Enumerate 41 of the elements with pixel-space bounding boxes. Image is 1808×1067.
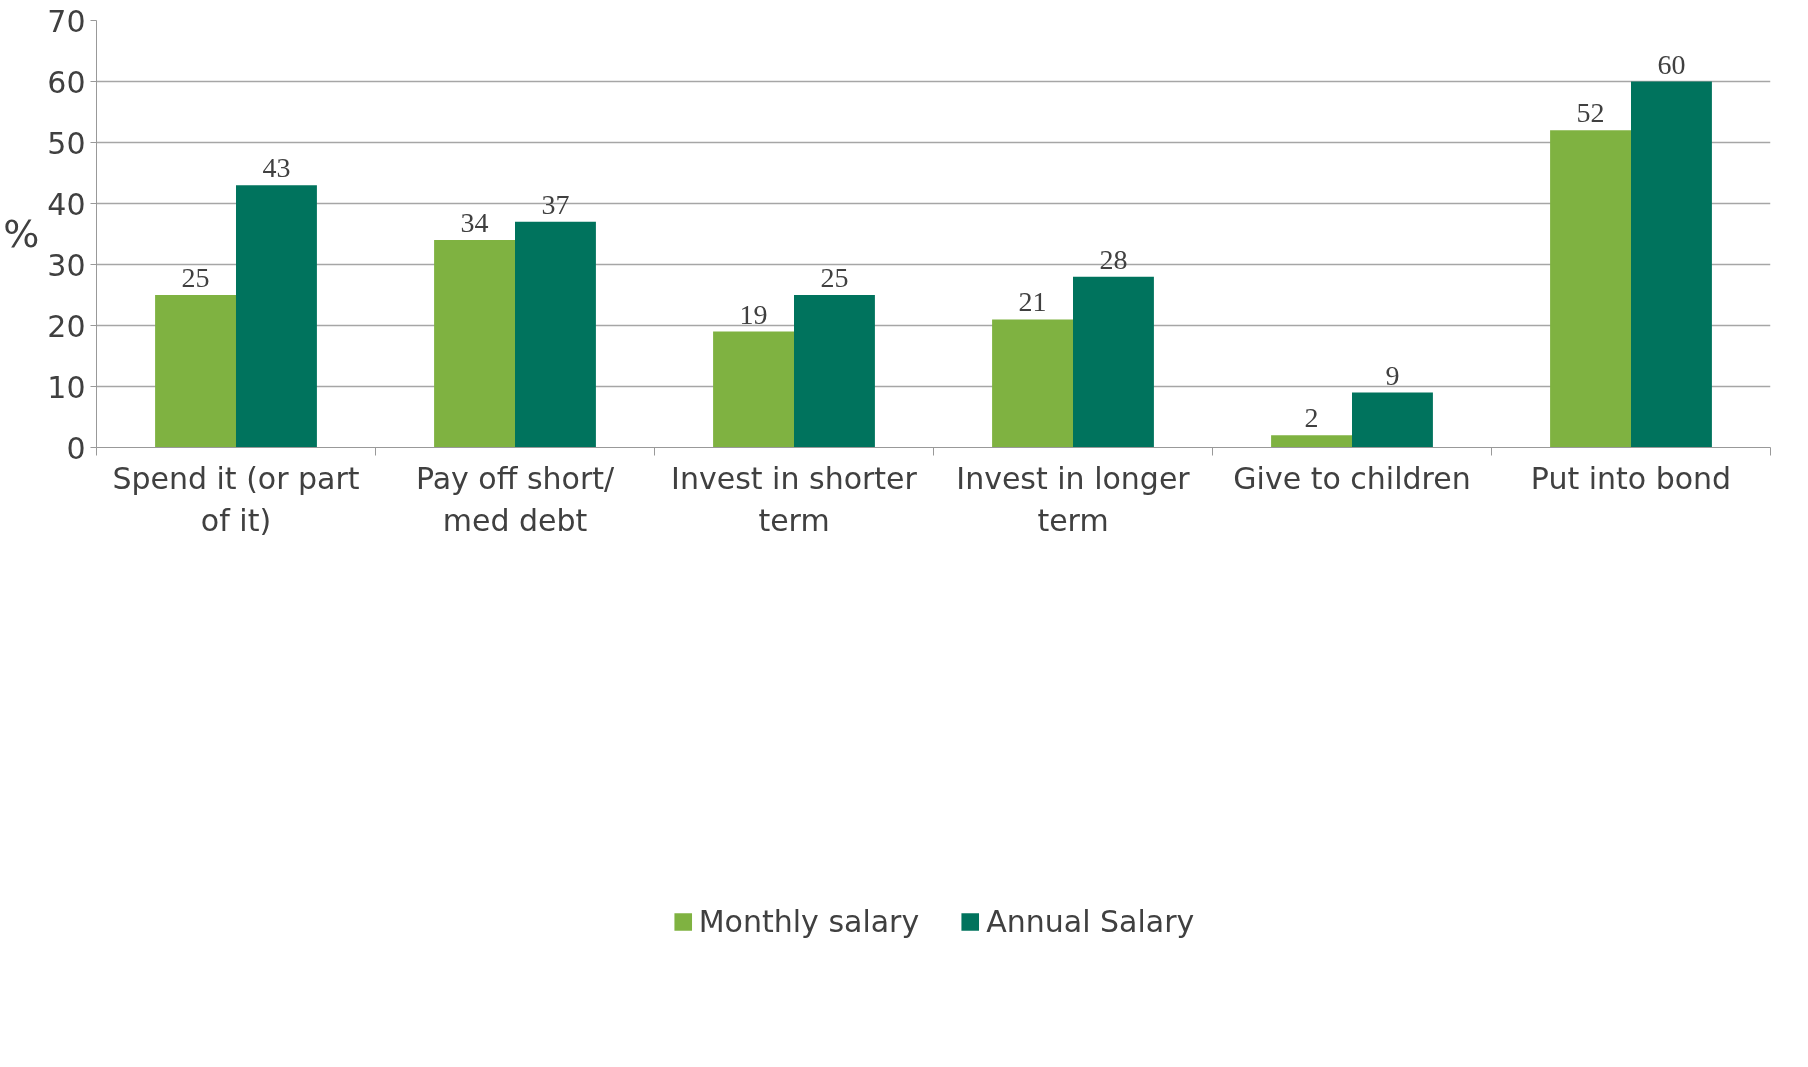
bar — [515, 221, 596, 448]
y-tick-label: 70 — [47, 3, 86, 39]
bar — [1550, 130, 1631, 448]
data-label: 37 — [541, 188, 570, 220]
bar — [1073, 276, 1154, 448]
bar — [713, 331, 794, 448]
data-label: 25 — [181, 262, 210, 293]
y-tick-label: 60 — [47, 64, 86, 100]
bar — [1352, 392, 1433, 448]
data-label: 25 — [820, 262, 849, 293]
data-label: 52 — [1576, 97, 1605, 129]
data-label: 2 — [1304, 402, 1319, 434]
data-label: 28 — [1099, 243, 1128, 275]
data-label: 9 — [1385, 359, 1400, 391]
x-tick-label: Invest in shorter term — [671, 460, 918, 538]
y-axis-title: % — [3, 212, 40, 256]
y-tick-label: 50 — [47, 125, 86, 161]
bar — [434, 240, 515, 448]
bar — [794, 295, 875, 448]
data-label: 34 — [460, 207, 489, 239]
data-label: 21 — [1018, 286, 1047, 318]
data-label: 60 — [1657, 48, 1686, 80]
bar — [1631, 81, 1712, 448]
y-tick-label: 30 — [47, 247, 86, 283]
data-label: 43 — [262, 152, 291, 184]
bar — [155, 295, 236, 448]
x-tick-label: Pay off short/ med debt — [415, 460, 615, 538]
y-tick-label: 10 — [47, 369, 86, 405]
y-tick-label: 0 — [66, 430, 86, 466]
data-label: 19 — [739, 298, 768, 330]
bar — [236, 185, 317, 448]
bar — [992, 319, 1073, 448]
y-tick-label: 40 — [47, 186, 86, 222]
bar — [1271, 435, 1352, 448]
x-tick-label: Invest in longer term — [956, 460, 1191, 538]
legend-label: Annual Salary — [986, 903, 1195, 939]
x-tick-label: Put into bond — [1530, 460, 1732, 496]
x-tick-label: Give to children — [1233, 460, 1471, 496]
y-tick-label: 20 — [47, 308, 86, 344]
legend-label: Monthly salary — [698, 903, 920, 939]
x-tick-label: Spend it (or part of it) — [112, 460, 360, 538]
